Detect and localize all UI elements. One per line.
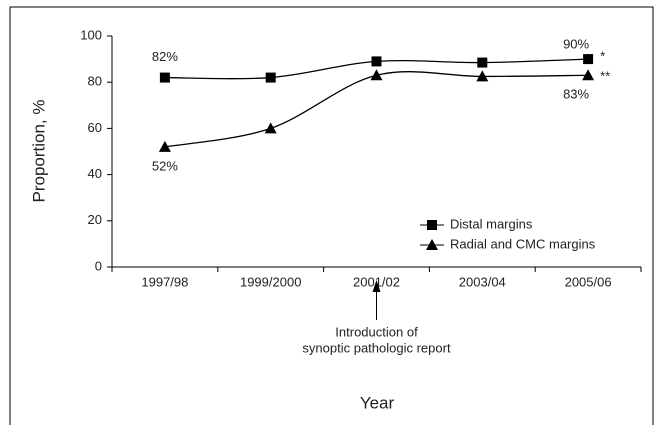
marker [264,122,277,134]
y-tick-label: 0 [95,258,102,273]
y-tick-label: 80 [88,74,102,89]
value-label: 83% [563,87,589,102]
y-tick-label: 100 [80,27,102,42]
y-tick-label: 20 [88,212,102,227]
value-label: 52% [152,158,178,173]
marker [477,57,488,68]
marker [583,54,594,65]
x-tick-label: 2005/06 [565,274,612,289]
legend-marker [427,220,437,230]
marker [265,72,276,83]
marker [370,69,383,81]
marker [582,69,595,81]
x-axis-label: Year [360,393,395,412]
y-tick-label: 40 [88,166,102,181]
y-tick-label: 60 [88,120,102,135]
x-tick-label: 2003/04 [459,274,506,289]
legend-marker [426,239,438,250]
annotation-text: synoptic pathologic report [302,340,451,355]
x-tick-label: 1999/2000 [240,274,301,289]
legend-label: Radial and CMC margins [450,236,596,251]
marker [159,72,170,83]
marker [371,56,382,67]
y-axis-label: Proportion, % [29,100,48,203]
annotation-text: Introduction of [335,324,418,339]
significance-mark: ** [600,69,610,84]
value-label: 82% [152,49,178,64]
legend-label: Distal margins [450,216,533,231]
frame [9,6,654,425]
x-tick-label: 1997/98 [141,274,188,289]
marker [476,70,489,82]
significance-mark: * [600,49,605,64]
marker [158,140,171,152]
value-label: 90% [563,37,589,52]
annotation-arrowhead [372,280,381,292]
series-line [164,71,589,148]
